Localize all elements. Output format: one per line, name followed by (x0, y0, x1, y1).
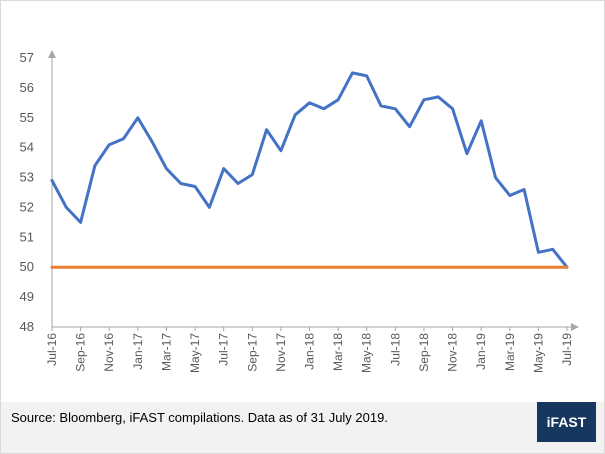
x-tick-label: Jan-18 (303, 333, 317, 370)
x-tick-label: Nov-17 (274, 333, 288, 372)
ifast-logo: iFAST (537, 402, 596, 442)
x-axis-arrow (571, 323, 579, 331)
x-tick-label: Nov-18 (446, 333, 460, 372)
y-tick-label: 55 (20, 110, 34, 125)
x-tick-label: Jul-19 (560, 333, 574, 366)
y-tick-label: 56 (20, 80, 34, 95)
x-tick-label: Jul-17 (217, 333, 231, 366)
y-tick-label: 50 (20, 259, 34, 274)
x-tick-label: Mar-18 (331, 333, 345, 371)
x-tick-label: Mar-19 (503, 333, 517, 371)
y-tick-label: 48 (20, 319, 34, 334)
pmi-series-line (50, 71, 569, 269)
y-tick-label: 54 (20, 140, 34, 155)
x-tick-label: Sep-17 (245, 333, 259, 372)
x-tick-label: Nov-16 (102, 333, 116, 372)
x-tick-label: May-19 (531, 333, 545, 373)
source-footer: Source: Bloomberg, iFAST compilations. D… (1, 402, 604, 453)
x-tick-label: Jul-18 (388, 333, 402, 366)
y-tick-label: 57 (20, 50, 34, 65)
x-tick-label: Sep-18 (417, 333, 431, 372)
x-tick-label: May-17 (188, 333, 202, 373)
y-tick-label: 53 (20, 170, 34, 185)
x-tick-label: Mar-17 (159, 333, 173, 371)
x-tick-label: May-18 (360, 333, 374, 373)
source-note: Source: Bloomberg, iFAST compilations. D… (11, 410, 388, 425)
x-tick-label: Jan-19 (474, 333, 488, 370)
y-tick-label: 49 (20, 289, 34, 304)
x-tick-label: Sep-16 (74, 333, 88, 372)
y-tick-label: 52 (20, 199, 34, 214)
x-tick-label: Jan-17 (131, 333, 145, 370)
x-tick-label: Jul-16 (45, 333, 59, 366)
y-tick-label: 51 (20, 229, 34, 244)
y-axis-arrow (48, 50, 56, 58)
line-chart: 48 49 50 51 52 53 54 55 56 57 Jul-16 Sep-16 Nov-16 Ja… (20, 50, 579, 373)
